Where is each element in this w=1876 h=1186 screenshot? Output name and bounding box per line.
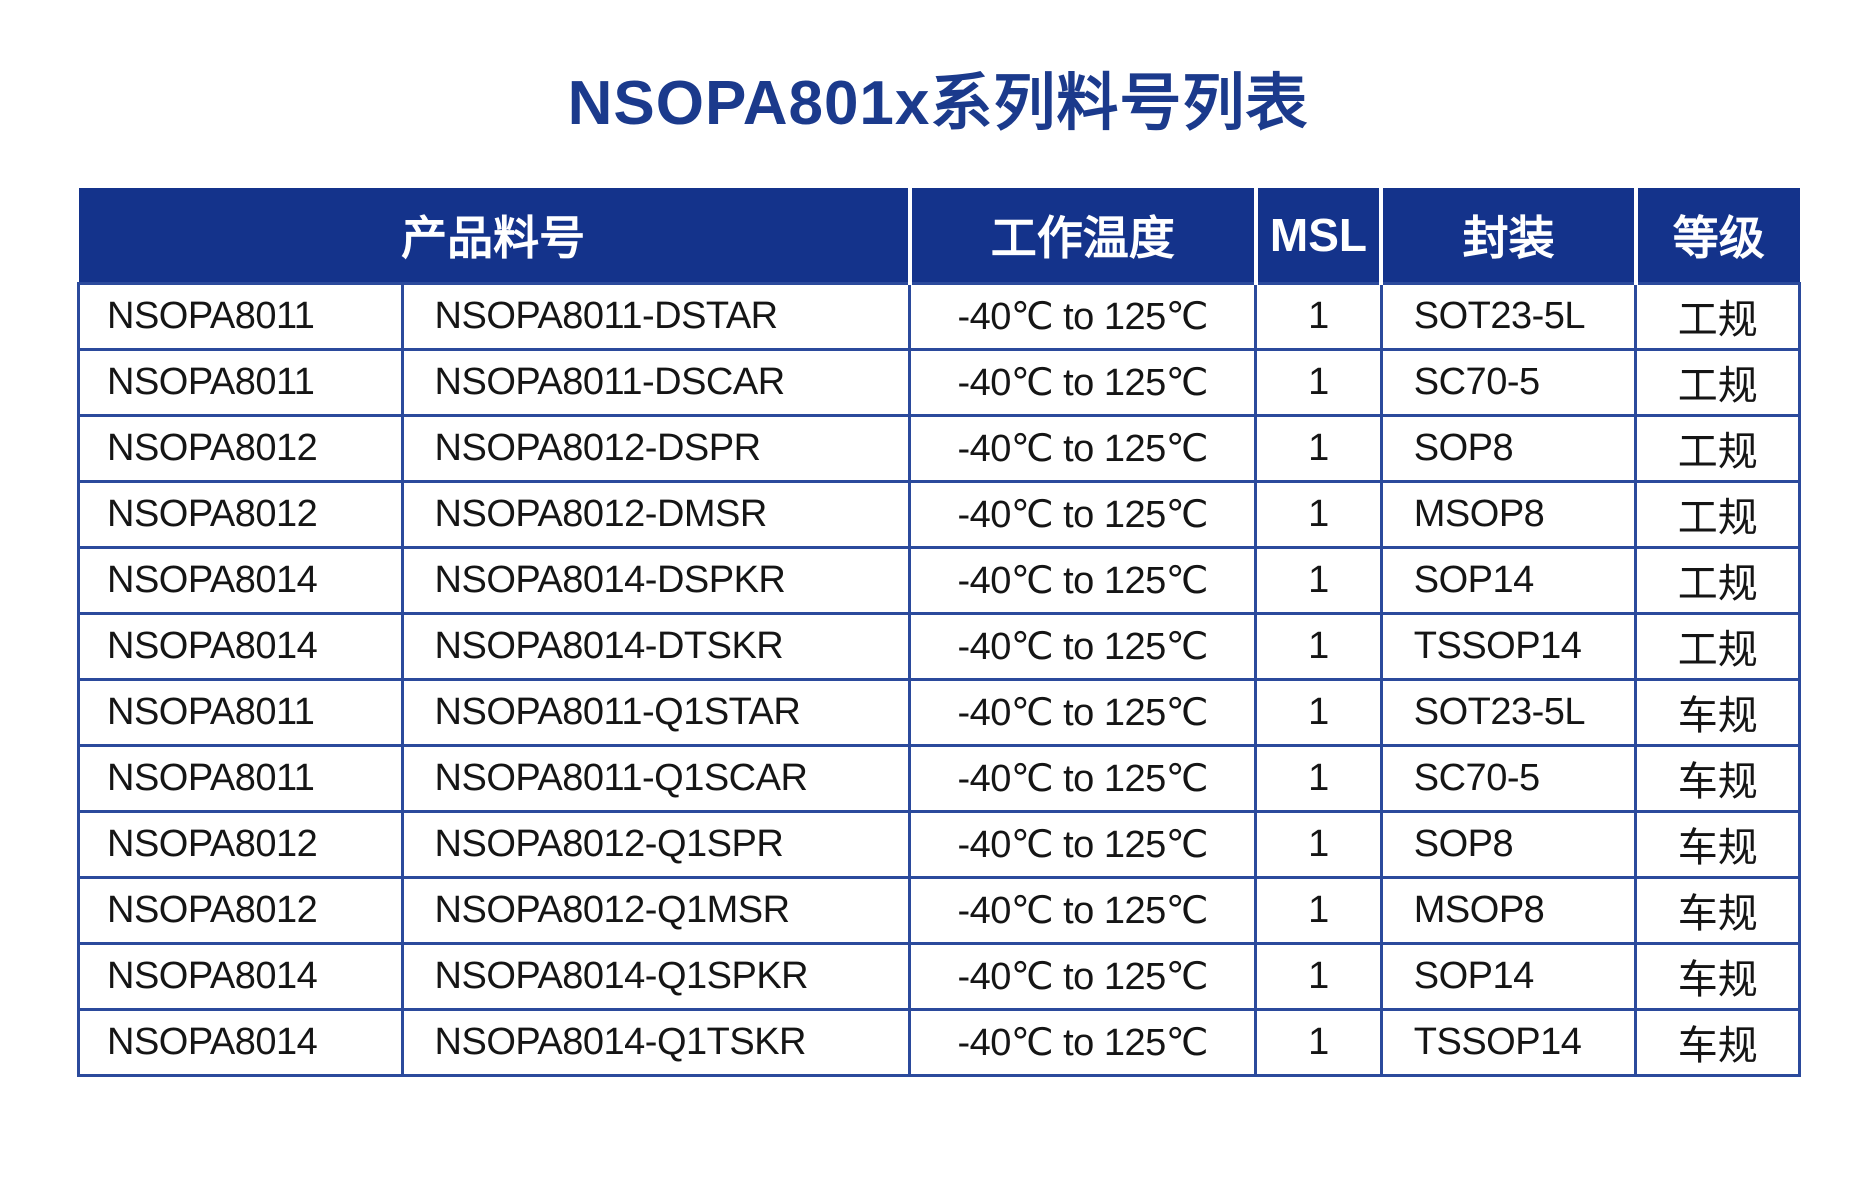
cell-temperature: -40℃ to 125℃	[908, 545, 1258, 615]
cell-temperature: -40℃ to 125℃	[908, 347, 1258, 417]
cell-temperature: -40℃ to 125℃	[908, 941, 1258, 1011]
cell-package: SC70-5	[1379, 347, 1638, 417]
table-row: NSOPA8014 NSOPA8014-Q1SPKR -40℃ to 125℃ …	[77, 941, 1801, 1011]
cell-package: SOT23-5L	[1379, 677, 1638, 747]
table-row: NSOPA8011 NSOPA8011-Q1SCAR -40℃ to 125℃ …	[77, 743, 1801, 813]
table-row: NSOPA8011 NSOPA8011-Q1STAR -40℃ to 125℃ …	[77, 677, 1801, 747]
cell-grade: 车规	[1634, 743, 1801, 813]
cell-temperature: -40℃ to 125℃	[908, 875, 1258, 945]
table-row: NSOPA8012 NSOPA8012-Q1MSR -40℃ to 125℃ 1…	[77, 875, 1801, 945]
cell-temperature: -40℃ to 125℃	[908, 809, 1258, 879]
cell-grade: 车规	[1634, 1007, 1801, 1077]
header-package: 封装	[1379, 188, 1636, 283]
header-grade: 等级	[1633, 188, 1800, 283]
cell-series: NSOPA8014	[77, 611, 404, 681]
cell-package: SOP8	[1379, 413, 1638, 483]
cell-series: NSOPA8012	[77, 809, 404, 879]
table-row: NSOPA8014 NSOPA8014-DSPKR -40℃ to 125℃ 1…	[77, 545, 1801, 615]
cell-series: NSOPA8011	[77, 347, 404, 417]
cell-msl: 1	[1254, 941, 1383, 1011]
cell-msl: 1	[1254, 545, 1383, 615]
cell-temperature: -40℃ to 125℃	[908, 743, 1258, 813]
cell-package: TSSOP14	[1379, 1007, 1638, 1077]
cell-grade: 工规	[1634, 281, 1801, 351]
table-row: NSOPA8012 NSOPA8012-DSPR -40℃ to 125℃ 1 …	[77, 413, 1801, 483]
page-title: NSOPA801x系列料号列表	[567, 69, 1309, 138]
cell-part-number: NSOPA8012-DSPR	[400, 413, 912, 483]
cell-part-number: NSOPA8012-Q1MSR	[400, 875, 912, 945]
cell-series: NSOPA8012	[77, 875, 404, 945]
cell-series: NSOPA8014	[77, 1007, 404, 1077]
cell-series: NSOPA8012	[77, 479, 404, 549]
cell-grade: 工规	[1634, 413, 1801, 483]
header-product: 产品料号	[78, 188, 910, 283]
cell-package: SOP8	[1379, 809, 1638, 879]
cell-grade: 车规	[1634, 809, 1801, 879]
cell-package: MSOP8	[1379, 479, 1638, 549]
cell-grade: 工规	[1634, 545, 1801, 615]
header-temp: 工作温度	[907, 188, 1256, 283]
cell-package: SOT23-5L	[1379, 281, 1638, 351]
table-row: NSOPA8014 NSOPA8014-Q1TSKR -40℃ to 125℃ …	[77, 1007, 1801, 1077]
cell-msl: 1	[1254, 281, 1383, 351]
table-row: NSOPA8011 NSOPA8011-DSTAR -40℃ to 125℃ 1…	[77, 281, 1801, 351]
cell-part-number: NSOPA8011-DSCAR	[400, 347, 912, 417]
table-row: NSOPA8012 NSOPA8012-Q1SPR -40℃ to 125℃ 1…	[77, 809, 1801, 879]
cell-part-number: NSOPA8011-DSTAR	[400, 281, 912, 351]
cell-series: NSOPA8011	[77, 677, 404, 747]
cell-msl: 1	[1254, 677, 1383, 747]
cell-temperature: -40℃ to 125℃	[908, 611, 1258, 681]
cell-msl: 1	[1254, 743, 1383, 813]
cell-msl: 1	[1254, 611, 1383, 681]
cell-grade: 工规	[1634, 611, 1801, 681]
cell-series: NSOPA8011	[77, 281, 404, 351]
cell-package: MSOP8	[1379, 875, 1638, 945]
cell-package: SOP14	[1379, 941, 1638, 1011]
cell-temperature: -40℃ to 125℃	[908, 281, 1258, 351]
cell-part-number: NSOPA8012-Q1SPR	[400, 809, 912, 879]
table-row: NSOPA8011 NSOPA8011-DSCAR -40℃ to 125℃ 1…	[77, 347, 1801, 417]
cell-part-number: NSOPA8011-Q1STAR	[400, 677, 912, 747]
cell-temperature: -40℃ to 125℃	[908, 1007, 1258, 1077]
part-number-table: 产品料号 工作温度 MSL 封装 等级 NSOPA8011 NSOPA8011-…	[77, 188, 1801, 1077]
cell-part-number: NSOPA8014-DSPKR	[400, 545, 912, 615]
cell-package: TSSOP14	[1379, 611, 1638, 681]
cell-msl: 1	[1254, 875, 1383, 945]
cell-part-number: NSOPA8014-Q1SPKR	[400, 941, 912, 1011]
cell-part-number: NSOPA8014-DTSKR	[400, 611, 912, 681]
cell-grade: 工规	[1634, 347, 1801, 417]
cell-temperature: -40℃ to 125℃	[908, 677, 1258, 747]
cell-grade: 车规	[1634, 875, 1801, 945]
cell-msl: 1	[1254, 809, 1383, 879]
cell-part-number: NSOPA8014-Q1TSKR	[400, 1007, 912, 1077]
cell-package: SOP14	[1379, 545, 1638, 615]
cell-msl: 1	[1254, 413, 1383, 483]
cell-grade: 车规	[1634, 677, 1801, 747]
header-msl: MSL	[1253, 188, 1382, 283]
cell-grade: 工规	[1634, 479, 1801, 549]
table-header-row: 产品料号 工作温度 MSL 封装 等级	[78, 188, 1800, 283]
cell-grade: 车规	[1634, 941, 1801, 1011]
cell-series: NSOPA8011	[77, 743, 404, 813]
table-row: NSOPA8014 NSOPA8014-DTSKR -40℃ to 125℃ 1…	[77, 611, 1801, 681]
cell-part-number: NSOPA8012-DMSR	[400, 479, 912, 549]
cell-temperature: -40℃ to 125℃	[908, 479, 1258, 549]
cell-msl: 1	[1254, 1007, 1383, 1077]
cell-msl: 1	[1254, 479, 1383, 549]
cell-series: NSOPA8014	[77, 545, 404, 615]
table-row: NSOPA8012 NSOPA8012-DMSR -40℃ to 125℃ 1 …	[77, 479, 1801, 549]
cell-msl: 1	[1254, 347, 1383, 417]
cell-temperature: -40℃ to 125℃	[908, 413, 1258, 483]
cell-series: NSOPA8014	[77, 941, 404, 1011]
cell-part-number: NSOPA8011-Q1SCAR	[400, 743, 912, 813]
cell-series: NSOPA8012	[77, 413, 404, 483]
cell-package: SC70-5	[1379, 743, 1638, 813]
